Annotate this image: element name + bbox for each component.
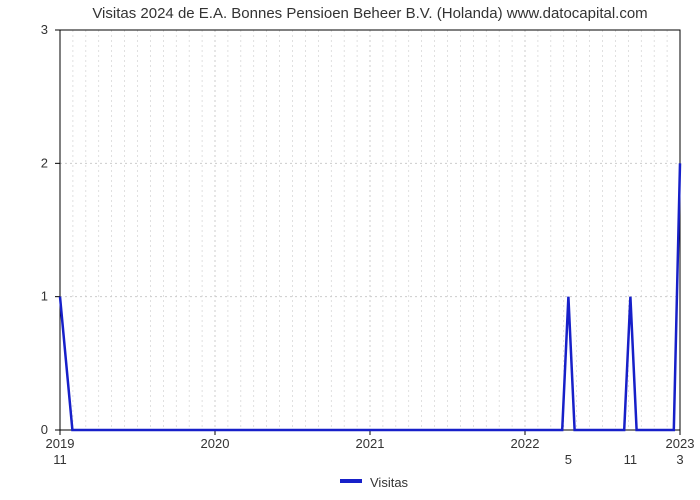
x-sub-label: 11 — [53, 452, 67, 467]
x-sub-label: 11 — [624, 452, 638, 467]
y-tick-label: 1 — [41, 289, 48, 304]
y-tick-label: 0 — [41, 422, 48, 437]
y-tick-label: 2 — [41, 155, 48, 170]
y-tick-label: 3 — [41, 22, 48, 37]
chart-title: Visitas 2024 de E.A. Bonnes Pensioen Beh… — [92, 5, 647, 22]
legend-swatch — [340, 479, 362, 483]
x-tick-label: 2021 — [356, 436, 385, 451]
x-tick-label: 2020 — [201, 436, 230, 451]
x-sub-label: 3 — [676, 452, 683, 467]
x-sub-label: 5 — [565, 452, 572, 467]
x-tick-label: 2019 — [46, 436, 75, 451]
legend-label: Visitas — [370, 475, 409, 490]
x-tick-label: 2023 — [666, 436, 695, 451]
x-tick-label: 2022 — [511, 436, 540, 451]
chart-container: Visitas 2024 de E.A. Bonnes Pensioen Beh… — [0, 0, 700, 500]
line-chart: Visitas 2024 de E.A. Bonnes Pensioen Beh… — [0, 0, 700, 500]
